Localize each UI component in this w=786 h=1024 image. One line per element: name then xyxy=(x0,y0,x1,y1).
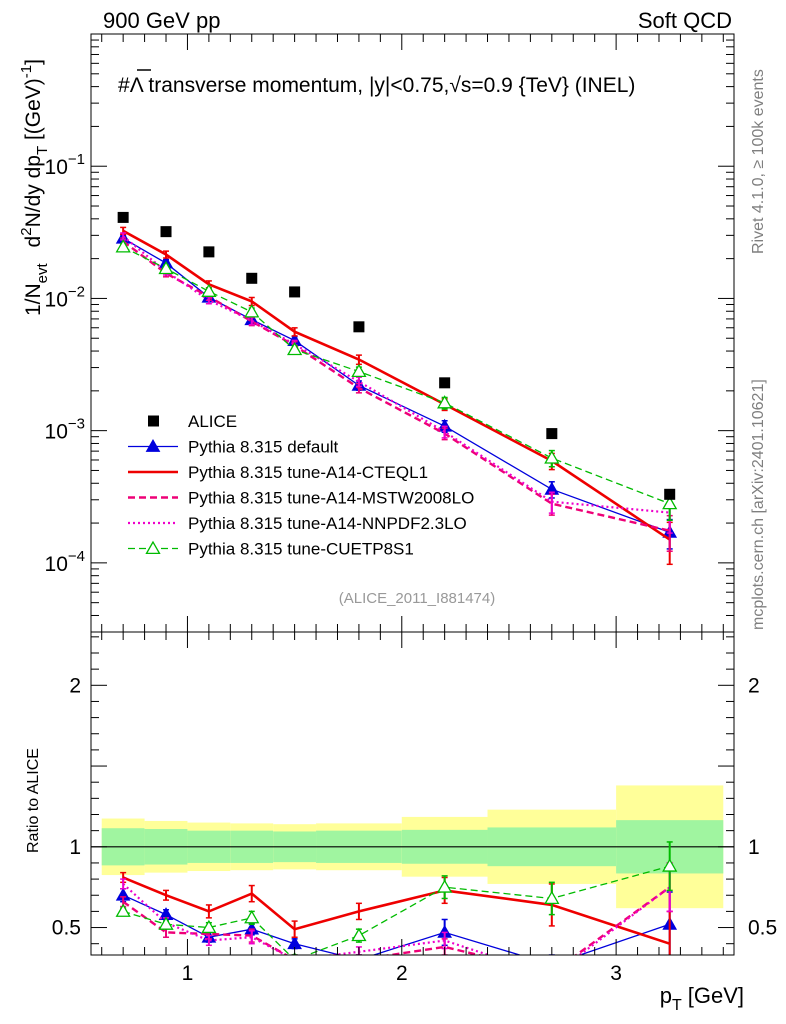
ylabel-a-sub: evt xyxy=(34,262,51,283)
series-marker xyxy=(244,304,260,318)
ylabel-d-sup: -1 xyxy=(18,65,35,78)
ratio-plot: 0.5 0.5 1 1 2 2 1 2 3 xyxy=(52,631,777,985)
y-tick-label: 10−3 xyxy=(45,416,85,444)
ratio-y-tick-label-right: 2 xyxy=(748,674,760,697)
mcplots-label: mcplots.cern.ch [arXiv:2401.10621] xyxy=(750,379,767,630)
legend-label: Pythia 8.315 tune-A14-MSTW2008LO xyxy=(188,489,474,508)
ratio-marker xyxy=(662,858,678,872)
title-s: s xyxy=(461,74,472,97)
title-body: transverse momentum, |y|<0.75, xyxy=(143,74,450,97)
legend-marker xyxy=(145,540,161,555)
header-right: Soft QCD xyxy=(638,8,732,33)
ratio-y-tick-label: 0.5 xyxy=(52,917,81,940)
legend-label: Pythia 8.315 tune-CUETP8S1 xyxy=(188,540,414,559)
data-point xyxy=(439,377,451,389)
ratio-series-line xyxy=(122,865,670,955)
data-point xyxy=(246,272,258,284)
ratio-plot-frame xyxy=(90,631,735,956)
ratio-y-label: Ratio to ALICE xyxy=(25,748,42,853)
legend-marker xyxy=(145,438,161,452)
x-axis-label: pT [GeV] xyxy=(660,983,744,1014)
ratio-series-line xyxy=(122,886,671,955)
data-point xyxy=(117,211,129,223)
series-marker xyxy=(115,239,131,253)
ratio-y-tick-label: 2 xyxy=(69,674,81,697)
main-plot: 10−1 10−2 10−3 10−4 xyxy=(45,33,735,633)
ratio-marker xyxy=(287,936,302,950)
series-marker xyxy=(158,260,174,275)
ylabel-b-sup: 2 xyxy=(18,227,35,235)
y-tick-label: 10−2 xyxy=(45,283,85,311)
legend: ALICE Pythia 8.315 default Pythia 8.315 tu… xyxy=(128,412,474,559)
ratio-marker xyxy=(158,916,174,930)
ratio-marker xyxy=(545,958,558,969)
ylabel-a: 1/N xyxy=(22,283,45,316)
x-tick-label: 1 xyxy=(182,962,194,985)
data-point xyxy=(664,488,676,500)
ratio-marker xyxy=(351,927,367,942)
analysis-id: (ALICE_2011_I881474) xyxy=(339,590,496,607)
data-point xyxy=(160,226,172,238)
series-marker xyxy=(201,283,217,297)
title-hash: # xyxy=(118,74,130,97)
y-tick-label: 10−4 xyxy=(45,548,85,576)
header-left: 900 GeV pp xyxy=(103,8,220,33)
main-plot-data xyxy=(115,211,678,566)
ratio-marker xyxy=(244,910,260,924)
ylabel-c: N/dy dp xyxy=(22,155,45,227)
legend-label: Pythia 8.315 tune-A14-NNPDF2.3LO xyxy=(188,514,467,533)
series-marker xyxy=(544,450,560,464)
legend-label-data: ALICE xyxy=(188,412,237,431)
ratio-marker xyxy=(544,890,560,904)
legend-label: Pythia 8.315 tune-A14-CTEQL1 xyxy=(188,463,428,482)
legend-label: Pythia 8.315 default xyxy=(188,438,339,457)
series-marker xyxy=(662,495,678,510)
y-axis-label: 1/Nevt d2N/dy dpT [(GeV)-1] xyxy=(18,59,51,316)
title-lambda: Λ xyxy=(130,74,144,97)
ratio-marker xyxy=(437,879,453,893)
title-sqrt: √ xyxy=(449,74,461,97)
data-point xyxy=(546,428,558,440)
xlabel-sub: T xyxy=(672,997,682,1014)
ylabel-c-sub: T xyxy=(34,146,51,155)
ratio-y-tick-label-right: 0.5 xyxy=(748,917,777,940)
data-point xyxy=(353,321,365,333)
y-tick-label: 10−1 xyxy=(45,151,85,179)
ylabel-d: [(GeV) xyxy=(22,78,45,146)
xlabel-unit: [GeV] xyxy=(688,983,744,1008)
ratio-marker xyxy=(115,903,131,917)
ratio-plot-data xyxy=(91,785,734,969)
x-tick-label: 2 xyxy=(396,962,408,985)
plot-title: #Λ transverse momentum, |y|<0.75,√s=0.9 … xyxy=(118,74,635,97)
ylabel-b: d xyxy=(22,236,45,248)
ylabel-e: ] xyxy=(22,59,45,65)
series-marker xyxy=(286,341,303,356)
ratio-y-tick-label-right: 1 xyxy=(748,836,760,859)
data-point xyxy=(203,246,215,258)
series-line xyxy=(122,240,670,532)
xlabel-p: p xyxy=(660,983,672,1008)
x-tick-label: 3 xyxy=(610,962,622,985)
ratio-marker xyxy=(201,919,217,934)
rivet-label: Rivet 4.1.0, ≥ 100k events xyxy=(750,69,767,254)
series-marker xyxy=(437,395,453,409)
ratio-y-tick-label: 1 xyxy=(69,836,81,859)
legend-data-marker xyxy=(148,415,159,427)
data-point xyxy=(289,286,301,298)
title-tail: =0.9 {TeV} (INEL) xyxy=(471,74,635,97)
series-marker xyxy=(351,363,367,378)
